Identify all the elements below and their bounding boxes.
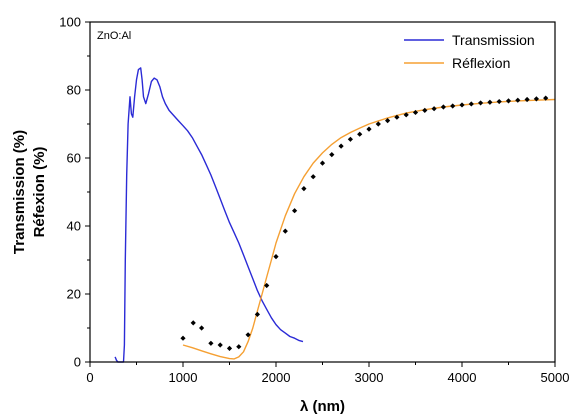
y-tick-label: 100 xyxy=(59,15,81,30)
data-point xyxy=(273,254,279,260)
data-point xyxy=(440,104,446,110)
y-tick-label: 80 xyxy=(67,83,81,98)
y-tick-label: 60 xyxy=(67,151,81,166)
data-point xyxy=(468,101,474,107)
data-point xyxy=(431,106,437,112)
data-point xyxy=(301,186,307,192)
data-point xyxy=(412,109,419,116)
data-point xyxy=(515,97,521,103)
legend-label-transmission: Transmission xyxy=(452,32,535,48)
data-point xyxy=(292,208,298,214)
data-point xyxy=(505,98,512,104)
data-point xyxy=(394,114,400,120)
data-point xyxy=(524,96,530,103)
data-point xyxy=(282,228,288,234)
data-point xyxy=(319,160,326,166)
plot-layer xyxy=(114,67,556,363)
data-point xyxy=(403,112,409,118)
data-point xyxy=(199,325,205,331)
data-point xyxy=(264,282,270,289)
data-point xyxy=(543,95,549,101)
data-point xyxy=(254,311,260,317)
y-axis-label-line-1: Transmission (%) xyxy=(11,130,28,254)
plot-frame xyxy=(89,21,556,363)
series-line-1 xyxy=(182,98,556,360)
data-point xyxy=(533,96,539,102)
x-tick-label: 2000 xyxy=(262,370,291,385)
data-point xyxy=(422,107,428,113)
data-point xyxy=(385,118,391,124)
data-point xyxy=(347,136,353,142)
x-axis-label: λ (nm) xyxy=(300,398,345,415)
x-tick-label: 4000 xyxy=(448,370,477,385)
data-point xyxy=(487,99,493,105)
x-tick-label: 0 xyxy=(86,370,93,385)
data-point xyxy=(496,98,502,105)
data-point xyxy=(310,174,316,180)
data-point xyxy=(245,332,251,338)
data-point xyxy=(329,152,335,158)
y-tick-label: 40 xyxy=(67,219,81,234)
data-point xyxy=(459,102,465,108)
x-tick-label: 1000 xyxy=(169,370,198,385)
data-point xyxy=(180,335,186,341)
data-point xyxy=(450,103,456,109)
y-tick-label: 20 xyxy=(67,287,81,302)
chart-annotation: ZnO:Al xyxy=(97,30,131,42)
data-point xyxy=(338,143,344,149)
x-tick-label: 3000 xyxy=(355,370,384,385)
data-point xyxy=(375,121,381,127)
tick-layer: 0 1000 2000 3000 4000 5000 0 20 40 60 80 100 xyxy=(59,15,569,386)
data-point xyxy=(236,344,242,350)
legend: Transmission Réflexion xyxy=(404,32,535,71)
y-axis-label-line-2: Réfexion (%) xyxy=(31,147,48,238)
y-tick-label: 0 xyxy=(74,355,81,370)
x-tick-label: 5000 xyxy=(541,370,570,385)
data-point xyxy=(478,100,484,106)
data-point xyxy=(190,320,196,326)
data-point xyxy=(217,342,223,348)
data-point xyxy=(208,340,214,346)
series-line-0 xyxy=(114,67,304,363)
legend-label-reflexion: Réflexion xyxy=(452,55,510,71)
data-point xyxy=(366,126,372,132)
data-point xyxy=(357,131,363,137)
data-point xyxy=(226,345,233,351)
